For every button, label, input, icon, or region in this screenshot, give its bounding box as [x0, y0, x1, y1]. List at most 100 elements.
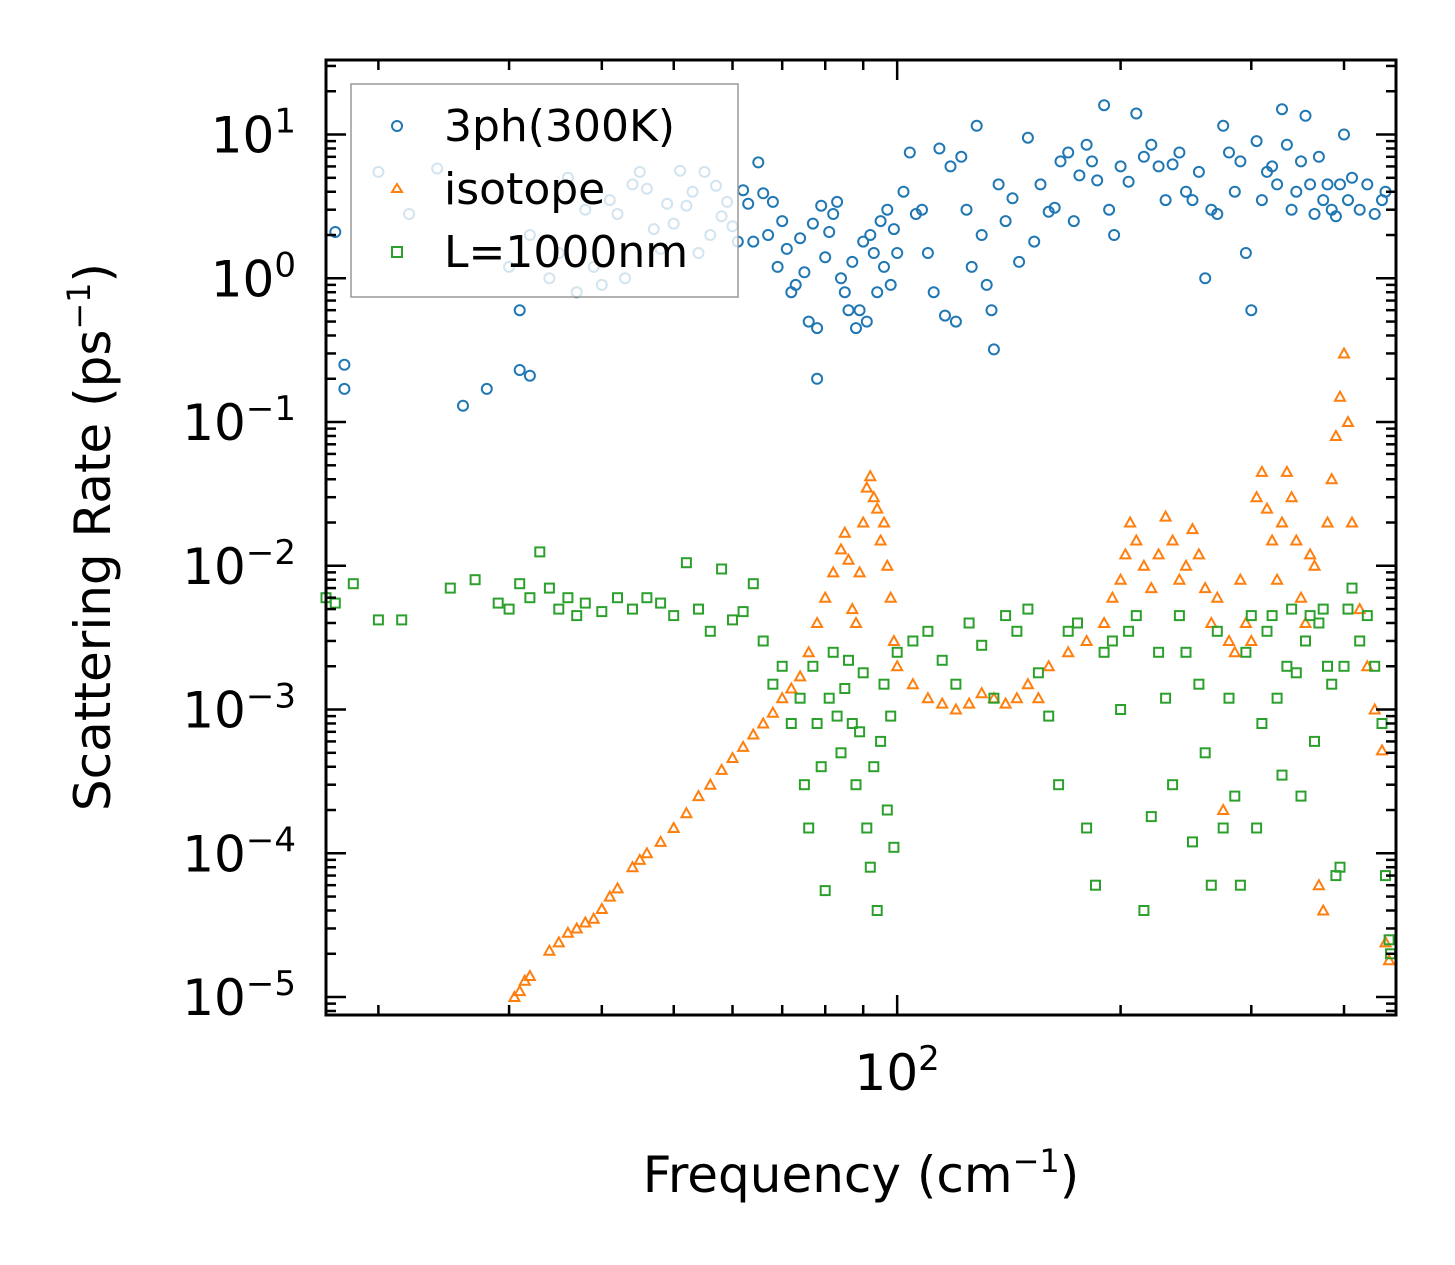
data-point	[1138, 905, 1150, 916]
data-point	[1043, 710, 1055, 722]
data-point	[1308, 208, 1321, 220]
data-point	[1307, 558, 1322, 571]
data-point	[835, 747, 847, 759]
data-point	[1229, 790, 1241, 802]
data-point	[507, 989, 522, 1002]
data-point	[680, 557, 692, 569]
data-point	[1245, 610, 1257, 622]
data-point	[1280, 464, 1294, 477]
data-point	[1210, 590, 1224, 603]
data-point	[1130, 107, 1143, 120]
data-point	[960, 203, 973, 216]
data-point	[807, 660, 819, 672]
data-point	[329, 226, 342, 238]
data-point	[1223, 146, 1235, 159]
data-point	[1329, 428, 1343, 441]
data-point	[612, 592, 623, 604]
data-point	[887, 223, 900, 236]
data-point	[1098, 646, 1110, 658]
data-point	[1115, 704, 1127, 715]
data-point	[1250, 135, 1263, 148]
data-point	[927, 286, 940, 299]
data-point	[1106, 635, 1118, 647]
data-point	[846, 255, 859, 268]
data-point	[595, 901, 609, 914]
data-point	[1032, 667, 1044, 679]
data-point	[1276, 103, 1288, 116]
data-point	[860, 315, 873, 328]
data-point	[1022, 603, 1034, 615]
data-point	[1159, 194, 1172, 207]
data-point	[1290, 667, 1302, 679]
data-point	[1382, 953, 1396, 966]
data-point	[1006, 192, 1019, 205]
data-point	[776, 660, 788, 672]
data-point	[878, 260, 890, 273]
x-tick-label: 102	[855, 1039, 940, 1102]
data-point	[747, 578, 759, 590]
data-point	[514, 578, 526, 590]
data-point	[1062, 146, 1075, 159]
data-point	[936, 654, 948, 666]
data-point	[868, 761, 880, 773]
data-point	[742, 197, 755, 210]
data-point	[1321, 178, 1334, 191]
data-point	[667, 820, 681, 833]
data-point	[885, 710, 897, 722]
data-point	[736, 739, 750, 752]
data-point	[1187, 836, 1198, 848]
data-point	[1265, 533, 1279, 546]
data-point	[852, 565, 867, 578]
data-point	[1152, 160, 1165, 173]
data-point	[523, 369, 536, 382]
data-point	[857, 235, 870, 248]
data-point	[1295, 790, 1307, 802]
data-point	[835, 272, 847, 285]
data-point	[802, 645, 816, 658]
data-point	[1179, 558, 1193, 571]
data-point	[1326, 678, 1338, 690]
data-point	[881, 804, 893, 816]
data-point	[798, 266, 811, 279]
data-point	[727, 614, 738, 626]
data-point	[897, 185, 910, 198]
data-point	[542, 943, 557, 956]
data-point	[1271, 178, 1284, 191]
data-point	[891, 247, 904, 259]
data-point	[1251, 822, 1263, 834]
data-point	[746, 727, 760, 740]
data-point	[987, 343, 1000, 356]
data-point	[1021, 131, 1034, 144]
data-point	[789, 278, 802, 291]
data-point	[1353, 602, 1367, 615]
series-1	[507, 346, 1396, 1002]
data-point	[831, 710, 843, 722]
data-point	[534, 546, 546, 558]
data-point	[815, 761, 827, 773]
data-point	[1376, 718, 1388, 729]
data-point	[1369, 660, 1381, 672]
data-point	[641, 592, 653, 604]
legend-marker-3ph	[391, 120, 403, 132]
data-point	[860, 480, 874, 493]
data-point	[396, 614, 408, 626]
data-point	[965, 260, 978, 273]
data-point	[916, 203, 928, 216]
y-tick-label: 10−1	[182, 389, 296, 452]
data-point	[562, 592, 574, 604]
data-point	[950, 678, 962, 690]
data-point	[853, 304, 866, 317]
data-point	[998, 696, 1013, 709]
y-tick-label: 10−5	[182, 964, 296, 1027]
data-point	[1239, 247, 1252, 259]
data-point	[1073, 169, 1086, 182]
data-point	[963, 617, 975, 629]
legend-marker-isotope	[390, 182, 404, 193]
data-point	[1130, 610, 1142, 622]
data-point	[1338, 660, 1350, 672]
data-point	[679, 806, 694, 819]
data-point	[1166, 158, 1179, 171]
data-point	[826, 565, 840, 578]
data-point	[794, 232, 807, 245]
data-point	[1217, 822, 1229, 834]
